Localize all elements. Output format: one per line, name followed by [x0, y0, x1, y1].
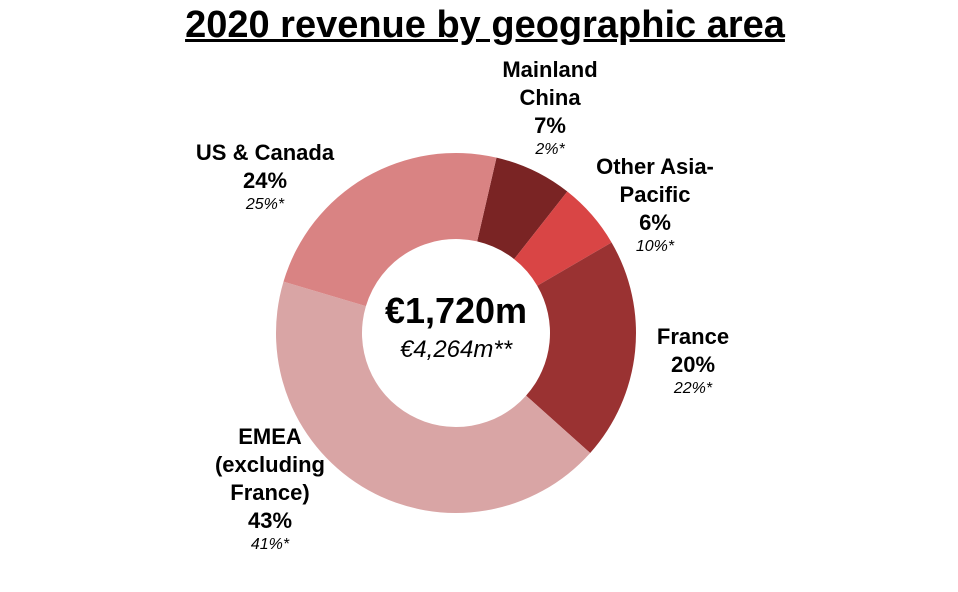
- donut-segment: [526, 242, 636, 453]
- value-label: 20%: [670, 352, 716, 377]
- secondary-value-label: 22%*: [673, 380, 713, 397]
- secondary-value-label: 10%*: [635, 238, 675, 255]
- value-label: 6%: [639, 210, 671, 235]
- category-name: Other Asia- Pacific: [596, 154, 714, 207]
- donut-segment: [276, 281, 591, 513]
- category-name: EMEA (excluding France): [214, 424, 325, 505]
- donut-segment: [283, 153, 497, 307]
- value-label: 7%: [534, 113, 566, 138]
- category-name: US & Canada: [195, 140, 335, 165]
- chart-title: 2020 revenue by geographic area: [185, 4, 785, 46]
- value-label: 24%: [242, 168, 288, 193]
- value-label: 43%: [247, 508, 293, 533]
- secondary-value-label: 25%*: [245, 196, 285, 213]
- segment-label: EMEA (excluding France) 43% 41%*: [170, 423, 370, 555]
- center-label: €1,720m: [384, 290, 528, 331]
- secondary-value-label: 2%*: [535, 141, 565, 158]
- center-sublabel: €4,264m**: [399, 336, 513, 363]
- donut-segment: [514, 191, 612, 286]
- segment-label: Other Asia- Pacific 6% 10%*: [555, 153, 755, 257]
- segment-label: Mainland China 7% 2%*: [450, 56, 650, 160]
- category-name: France: [656, 324, 730, 349]
- category-name: Mainland China: [502, 57, 598, 110]
- segment-label: US & Canada 24% 25%*: [165, 139, 365, 215]
- donut-segment: [477, 157, 568, 260]
- secondary-value-label: 41%*: [250, 536, 290, 553]
- segment-label: France 20% 22%*: [593, 323, 793, 399]
